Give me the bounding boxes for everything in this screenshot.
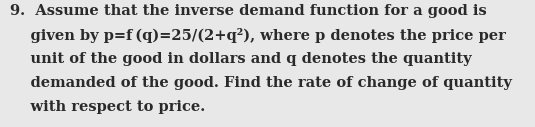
Text: given by p=f (q)=25/(2+q²), where p denotes the price per: given by p=f (q)=25/(2+q²), where p deno…	[10, 28, 506, 43]
Text: demanded of the good. Find the rate of change of quantity: demanded of the good. Find the rate of c…	[10, 76, 511, 90]
Text: 9.  Assume that the inverse demand function for a good is: 9. Assume that the inverse demand functi…	[10, 4, 486, 18]
Text: with respect to price.: with respect to price.	[10, 100, 205, 114]
Text: unit of the good in dollars and q denotes the quantity: unit of the good in dollars and q denote…	[10, 52, 471, 66]
